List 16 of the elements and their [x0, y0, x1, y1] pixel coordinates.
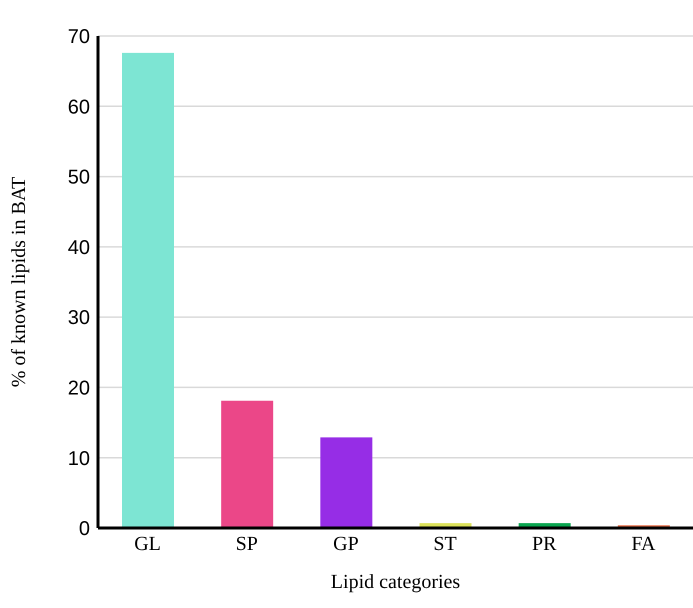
x-tick-label: FA: [631, 533, 656, 556]
x-tick-label: PR: [532, 533, 558, 556]
x-tick-label: GL: [134, 533, 161, 556]
y-tick-label: 0: [78, 518, 90, 540]
y-tick-label: 30: [68, 307, 90, 330]
y-tick-label: 20: [68, 378, 90, 400]
x-axis-title: Lipid categories: [330, 571, 460, 593]
y-tick-label: 40: [68, 236, 90, 259]
y-tick-label: 70: [68, 26, 90, 48]
y-tick-label: 60: [68, 96, 90, 118]
y-axis-title: % of known lipids in BAT: [8, 176, 30, 388]
y-tick-label: 50: [68, 166, 90, 189]
x-tick-label: SP: [236, 533, 258, 556]
x-tick-label: ST: [433, 533, 457, 556]
x-tick-label: GP: [333, 533, 359, 556]
y-tick-label: 10: [68, 448, 90, 470]
